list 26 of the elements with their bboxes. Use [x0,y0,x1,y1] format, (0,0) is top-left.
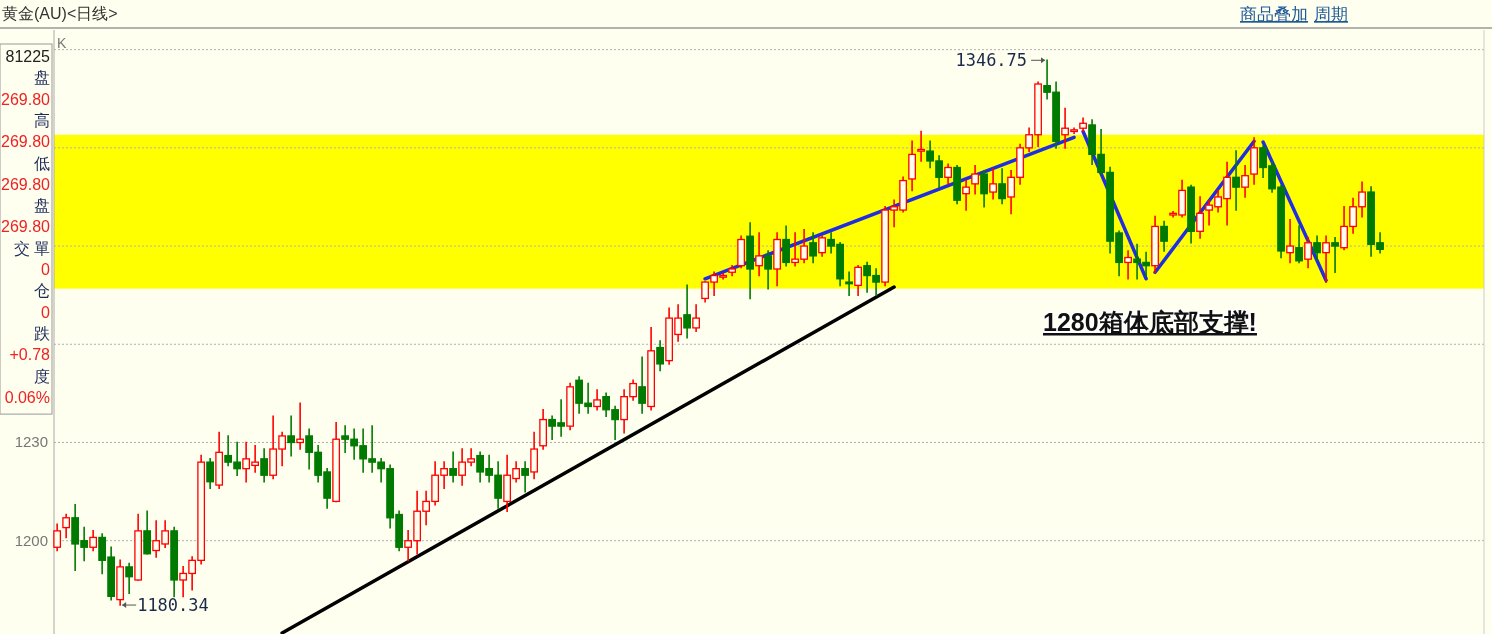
y-tick-label: 1200 [14,531,48,549]
text: 269.80 [1,175,51,193]
text: 盘 [34,197,50,215]
text: 商品叠加 [1240,5,1308,24]
text: +0.78 [9,346,51,364]
text: 269.80 [1,218,51,236]
text: 81225 [5,48,51,65]
text: 低 [34,154,50,172]
text: 仓 [34,282,50,300]
text: 0 [41,303,51,321]
y-tick-label: 1230 [14,433,48,451]
annotation: 1280箱体底部支撑! [1043,308,1257,336]
text: 0 [41,261,51,278]
annotation: 1346.75 [955,50,1028,71]
text: 跌 [34,324,50,342]
text: 0.06% [4,388,50,406]
text: 高 [34,111,50,129]
text: 269.80 [1,133,51,151]
text: 度 [34,367,50,385]
annotation: 1180.34 [137,595,209,616]
text: 269.80 [1,90,51,108]
text: 盘 [34,69,50,87]
text: 周期 [1314,5,1348,24]
chart-title: 黄金(AU)<日线> [2,5,118,22]
text: 交 單 [13,239,50,257]
annotation: K [57,35,67,51]
